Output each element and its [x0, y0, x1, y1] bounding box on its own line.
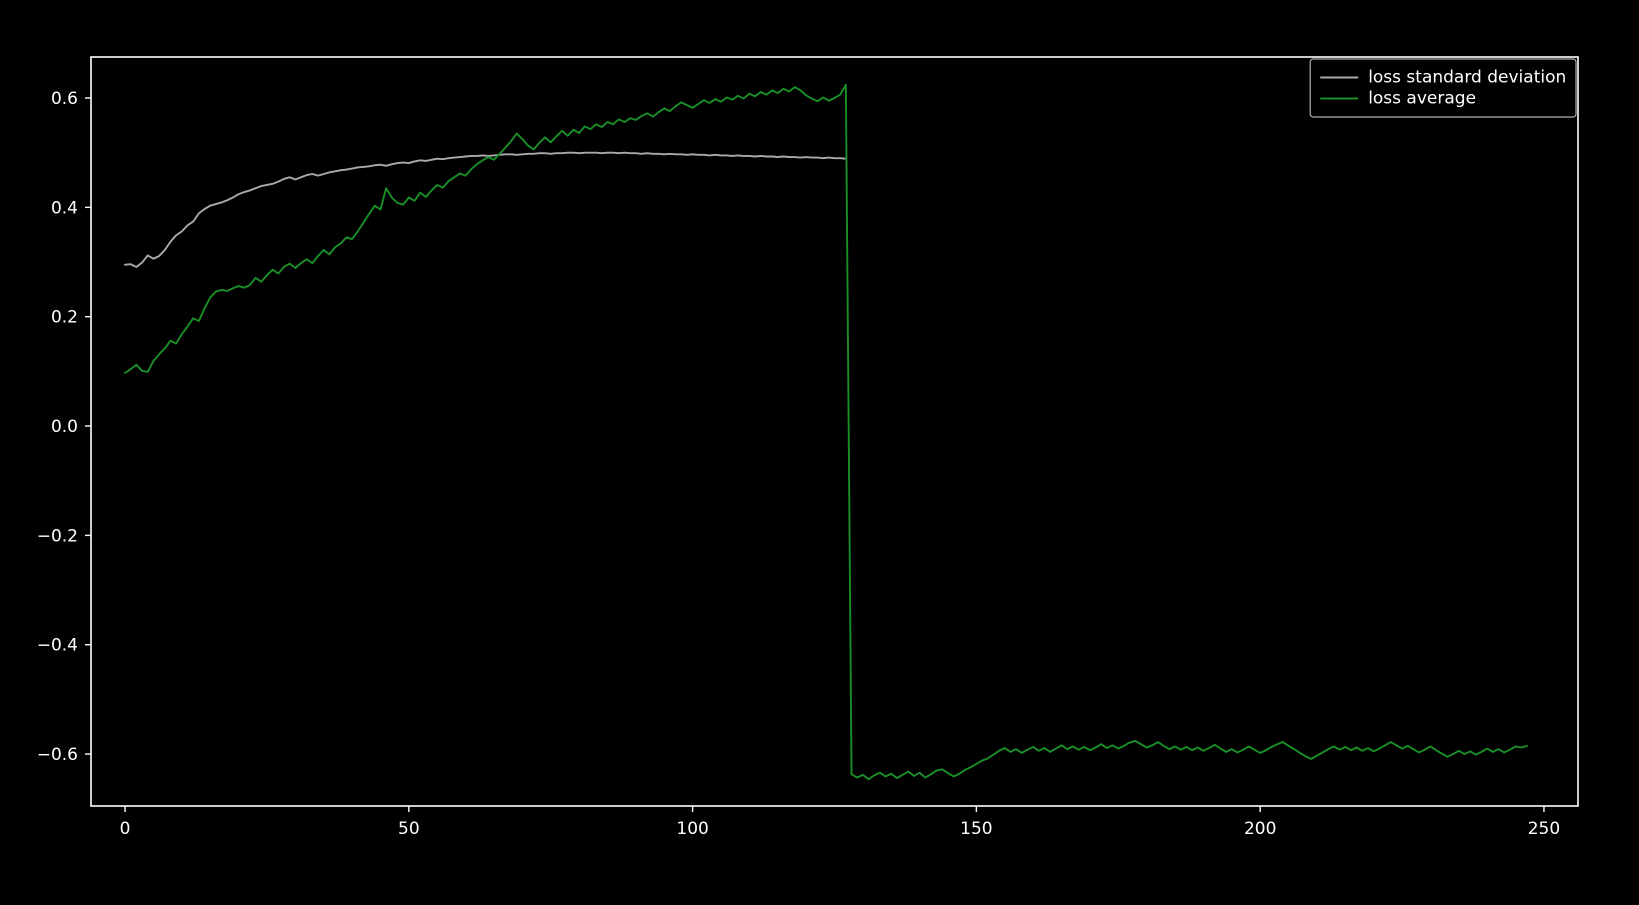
axis-spines	[90, 56, 1579, 807]
y-axis-ticks: −0.6 −0.4 −0.2 0.0 0.2 0.4 0.6	[37, 89, 91, 765]
y-tick-label: −0.6	[37, 745, 78, 765]
y-tick-label: −0.4	[37, 636, 78, 656]
y-tick-label: 0.0	[51, 417, 78, 437]
legend-label-loss-standard-deviation: loss standard deviation	[1368, 68, 1566, 88]
x-tick-label: 200	[1244, 819, 1276, 839]
data-series-group	[124, 83, 1528, 781]
x-tick-label: 50	[398, 819, 420, 839]
x-tick-label: 250	[1528, 819, 1560, 839]
x-tick-label: 0	[120, 819, 131, 839]
legend-label-loss-average: loss average	[1368, 89, 1476, 109]
series-line-loss-average	[124, 83, 1528, 781]
series-line-loss-standard-deviation	[124, 151, 847, 268]
x-axis-ticks: 0 50 100 150 200 250	[120, 806, 1560, 839]
y-tick-label: −0.2	[37, 526, 78, 546]
y-tick-label: 0.4	[51, 198, 78, 218]
plot-frame	[90, 56, 1579, 807]
plot-area-background	[91, 57, 1578, 806]
x-tick-label: 150	[960, 819, 992, 839]
y-tick-label: 0.6	[51, 89, 78, 109]
legend-frame	[1309, 58, 1577, 118]
y-tick-label: 0.2	[51, 308, 78, 328]
x-tick-label: 100	[676, 819, 708, 839]
